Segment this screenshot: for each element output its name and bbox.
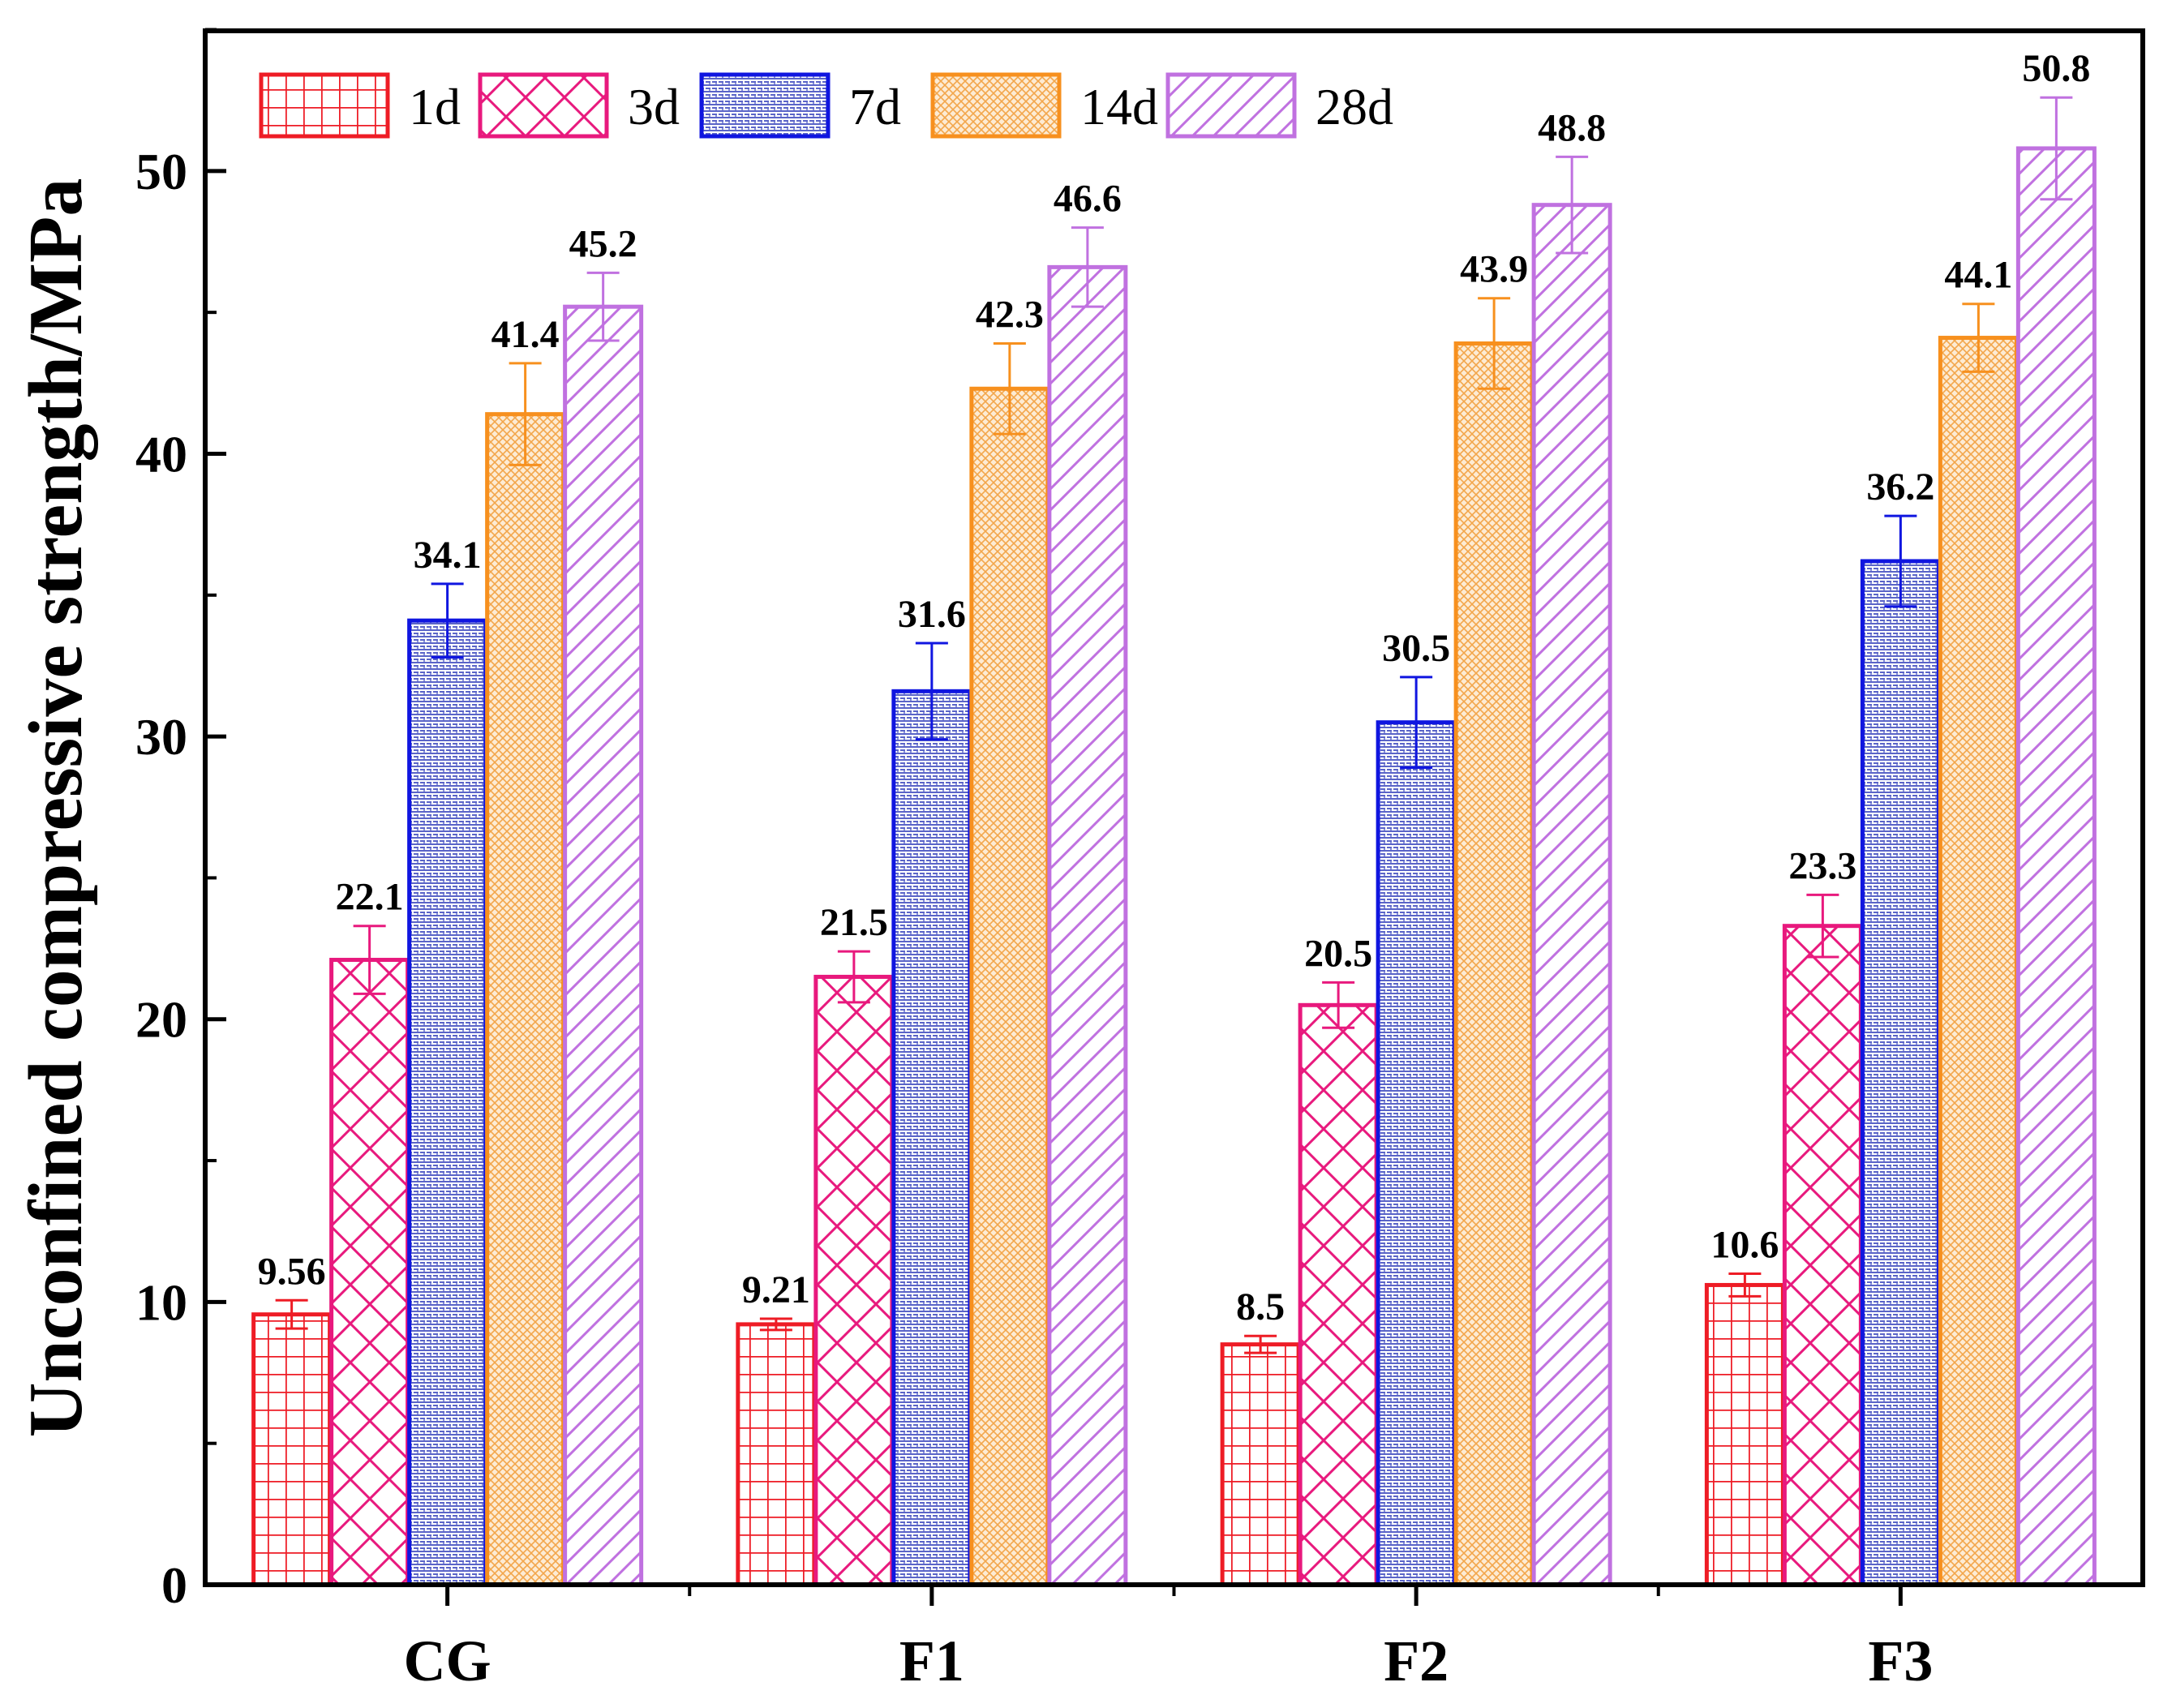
- bar-f3-1d: [1704, 1282, 1785, 1587]
- bar-f2-7d: [1376, 720, 1457, 1587]
- y-tick-label: 40: [135, 425, 187, 483]
- x-ticks: CG F1 F2 F3: [404, 1585, 1933, 1693]
- legend-swatch-1d: [259, 72, 390, 139]
- bar-f2-1d: [1220, 1342, 1301, 1587]
- legend-label-1d: 1d: [409, 78, 461, 135]
- data-label: 10.6: [1710, 1224, 1779, 1267]
- bar-cg-7d: [407, 618, 488, 1587]
- legend-swatch-28d: [1165, 72, 1297, 139]
- bar-f2-28d: [1531, 203, 1612, 1587]
- data-label: 44.1: [1944, 254, 2012, 297]
- bar-cg-1d: [251, 1312, 333, 1587]
- x-tick-label: CG: [404, 1629, 491, 1693]
- data-label: 34.1: [414, 534, 482, 577]
- bar-cg-28d: [563, 304, 644, 1587]
- bar-f2-3d: [1298, 1002, 1379, 1587]
- data-label: 8.5: [1236, 1285, 1285, 1328]
- y-tick-label: 50: [135, 143, 187, 200]
- data-label: 48.8: [1538, 106, 1606, 149]
- bar-f1-3d: [813, 974, 895, 1587]
- legend-label-28d: 28d: [1316, 78, 1393, 135]
- legend-label-3d: 3d: [628, 78, 680, 135]
- bar-f1-7d: [891, 689, 972, 1587]
- bar-f3-3d: [1782, 924, 1863, 1587]
- data-label: 30.5: [1382, 627, 1450, 670]
- data-label: 43.9: [1460, 248, 1528, 291]
- bar-f2-14d: [1453, 341, 1534, 1587]
- data-label: 46.6: [1054, 178, 1122, 221]
- data-label: 42.3: [976, 294, 1044, 337]
- data-label: 45.2: [569, 222, 637, 265]
- x-tick-label: F2: [1384, 1629, 1449, 1693]
- legend-label-7d: 7d: [849, 78, 901, 135]
- data-label: 36.2: [1866, 466, 1934, 509]
- y-axis-label: Unconfined compressive strength/MPa: [14, 178, 98, 1438]
- data-label: 41.4: [491, 313, 560, 356]
- x-tick-label: F3: [1868, 1629, 1933, 1693]
- data-label: 9.56: [258, 1250, 326, 1293]
- legend-swatch-14d: [930, 72, 1062, 139]
- data-label: 22.1: [336, 876, 404, 919]
- bar-f1-1d: [736, 1322, 817, 1587]
- bars: 9.56 22.1 34.1 41.4 45.2 9.21 21.5 31.6 42.3 46.6…: [251, 47, 2097, 1587]
- bar-f1-28d: [1047, 264, 1128, 1587]
- y-tick-label: 0: [161, 1556, 187, 1614]
- y-tick-label: 30: [135, 708, 187, 766]
- bar-cg-3d: [329, 958, 410, 1587]
- bar-f3-28d: [2015, 146, 2097, 1587]
- y-ticks: 0 10 20 30 40 50: [135, 28, 226, 1614]
- x-tick-label: F1: [899, 1629, 964, 1693]
- data-label: 9.21: [742, 1268, 810, 1311]
- legend-swatch-3d: [478, 72, 609, 139]
- data-label: 50.8: [2022, 47, 2090, 90]
- bar-f1-14d: [969, 386, 1050, 1587]
- legend-label-14d: 14d: [1080, 78, 1158, 135]
- bar-cg-14d: [485, 412, 566, 1587]
- data-label: 20.5: [1304, 932, 1372, 975]
- data-label: 21.5: [820, 901, 888, 944]
- bar-f3-7d: [1860, 559, 1941, 1587]
- data-label: 23.3: [1788, 844, 1856, 887]
- y-tick-label: 20: [135, 991, 187, 1049]
- legend: 1d 3d 7d 14d 28d: [259, 72, 1393, 139]
- data-label: 31.6: [898, 593, 966, 636]
- y-tick-label: 10: [135, 1273, 187, 1331]
- legend-swatch-7d: [699, 72, 831, 139]
- bar-f3-14d: [1938, 336, 2019, 1587]
